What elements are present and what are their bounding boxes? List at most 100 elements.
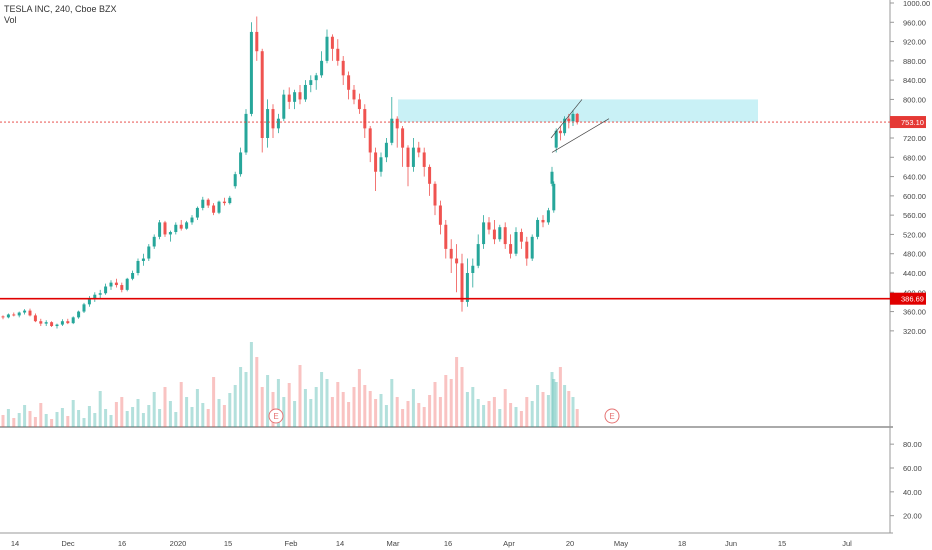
volume-bar: [185, 397, 189, 427]
volume-label: Vol: [4, 15, 17, 25]
volume-tick-label: 60.00: [903, 464, 922, 473]
candle-body: [368, 128, 372, 153]
volume-bar: [71, 400, 75, 427]
volume-bar: [28, 411, 32, 427]
price-tick-label: 800.00: [903, 95, 926, 104]
volume-bar: [179, 382, 183, 427]
candle-body: [50, 322, 54, 327]
candle-body: [185, 222, 189, 229]
candle-body: [6, 314, 10, 318]
volume-bar: [384, 405, 388, 427]
time-tick-label: Jul: [842, 539, 852, 548]
volume-bar: [492, 397, 496, 427]
candle-body: [476, 244, 480, 266]
candle-body: [406, 147, 410, 167]
candle-body: [492, 229, 496, 240]
candle-body: [179, 224, 183, 229]
volume-bar: [168, 401, 172, 427]
volume-bar: [552, 379, 556, 427]
candle-body: [401, 128, 405, 148]
price-tick-label: 960.00: [903, 18, 926, 27]
candle-body: [66, 321, 70, 324]
price-tick-label: 840.00: [903, 76, 926, 85]
price-tick-label: 360.00: [903, 308, 926, 317]
volume-bar: [152, 392, 156, 427]
candle-body: [125, 278, 129, 290]
time-tick-label: Apr: [503, 539, 515, 548]
volume-bar: [476, 399, 480, 427]
candle-body: [212, 205, 216, 213]
price-tick-label: 440.00: [903, 269, 926, 278]
candle-body: [519, 232, 523, 242]
earnings-marker-icon: [268, 408, 284, 424]
candle-body: [503, 227, 507, 245]
volume-bar: [44, 414, 48, 427]
volume-bar: [293, 401, 297, 427]
price-tick-label: 640.00: [903, 173, 926, 182]
volume-bar: [276, 379, 280, 427]
candle-body: [249, 31, 253, 114]
symbol-title: TESLA INC, 240, Cboe BZX: [4, 4, 117, 14]
volume-bar: [487, 401, 491, 427]
candle-body: [303, 84, 307, 100]
volume-bar: [233, 385, 237, 427]
volume-bar: [390, 379, 394, 427]
candle-body: [1, 316, 5, 318]
volume-bar: [120, 397, 124, 427]
volume-bar: [212, 377, 216, 427]
price-tick-label: 880.00: [903, 57, 926, 66]
candle-body: [282, 94, 286, 119]
volume-bar: [239, 367, 243, 427]
candle-body: [433, 183, 437, 206]
volume-bar: [558, 367, 562, 427]
candle-body: [514, 232, 518, 254]
candle-body: [260, 51, 264, 138]
candle-body: [206, 199, 210, 206]
volume-bar: [341, 392, 345, 427]
candle-body: [201, 199, 205, 208]
earnings-marker-label: E: [273, 412, 278, 421]
candle-body: [395, 118, 399, 129]
candle-body: [384, 142, 388, 158]
time-tick-label: 14: [11, 539, 19, 548]
earnings-marker-label: E: [609, 412, 614, 421]
candle-body: [163, 222, 167, 235]
support-label: 386.69: [901, 295, 924, 304]
price-tick-label: 600.00: [903, 192, 926, 201]
volume-bar: [417, 403, 421, 427]
candle-body: [390, 118, 394, 143]
volume-bar: [206, 409, 210, 427]
candle-body: [330, 36, 334, 49]
candle-body: [336, 48, 340, 61]
candle-body: [39, 321, 43, 324]
volume-bar: [428, 395, 432, 427]
price-tick-label: 560.00: [903, 211, 926, 220]
candle-body: [379, 157, 383, 172]
volume-bar: [303, 389, 307, 427]
volume-bar: [498, 409, 502, 427]
volume-bar: [325, 379, 329, 427]
candle-body: [28, 310, 32, 316]
candle-body: [168, 232, 172, 235]
price-tick-label: 720.00: [903, 134, 926, 143]
candle-body: [114, 282, 118, 286]
support-badge: [890, 292, 926, 305]
candle-body: [93, 294, 97, 299]
volume-bar: [471, 387, 475, 427]
time-tick-label: 15: [778, 539, 786, 548]
candle-body: [552, 183, 556, 211]
volume-bar: [287, 383, 291, 427]
candle-body: [411, 147, 415, 167]
price-tick-label: 1000.00: [903, 0, 930, 8]
candle-body: [530, 236, 534, 259]
candle-body: [293, 92, 297, 102]
time-tick-label: 16: [444, 539, 452, 548]
candle-body: [217, 201, 221, 213]
volume-bar: [17, 413, 21, 427]
candle-body: [471, 265, 475, 273]
candle-body: [575, 113, 579, 123]
candle-body: [152, 236, 156, 247]
time-tick-label: Mar: [387, 539, 400, 548]
candle-body: [465, 273, 469, 302]
